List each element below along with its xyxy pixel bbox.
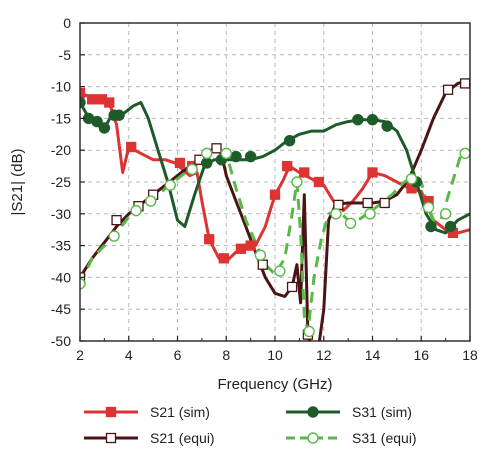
x-tick-label: 10 (267, 347, 283, 363)
s21-sim-point (126, 141, 137, 153)
s21-sim-point (80, 87, 86, 99)
legend: S21 (sim) S31 (sim) S21 (equi) S31 (equi) (84, 404, 417, 446)
s31-equi-point (459, 147, 470, 160)
x-tick-label: 2 (76, 347, 84, 363)
legend-item-s31-equi: S31 (equi) (286, 430, 417, 446)
s31-equi-point (405, 173, 418, 185)
s31-sim-point (201, 157, 213, 169)
axis-ticks: 2 4 6 8 10 12 14 16 18 0 -5 -10 -15 -20 -25 -30 -35 -40 -4… (51, 15, 478, 363)
s31-sim-point (444, 220, 457, 233)
y-tick-label: -50 (51, 333, 71, 349)
s21-equi-point (442, 84, 454, 95)
s21-sim-point (174, 157, 186, 169)
s31-sim-point (366, 113, 379, 126)
s21-sim-point (282, 160, 293, 172)
s21-sim-point (269, 189, 281, 200)
s21-equi-point (257, 259, 268, 270)
s31-sim-point (381, 120, 393, 132)
s31-equi-point (274, 265, 286, 277)
s21-equi-point (286, 281, 298, 293)
x-tick-label: 4 (125, 347, 133, 363)
y-tick-label: -5 (59, 47, 72, 63)
s21-equi-point (362, 197, 373, 209)
s21-sim-point (204, 234, 215, 245)
s21-sim-point (299, 167, 310, 178)
s31-equi-line (80, 148, 467, 333)
x-tick-label: 8 (222, 347, 230, 363)
y-tick-label: -15 (51, 110, 71, 126)
legend-label: S31 (equi) (352, 430, 417, 446)
s31-sim-point (425, 220, 437, 233)
s31-sim-point (352, 113, 364, 126)
legend-item-s21-equi: S21 (equi) (84, 430, 215, 446)
s31-sim-point (230, 150, 242, 163)
y-tick-label: -45 (51, 301, 71, 317)
legend-label: S21 (equi) (150, 430, 215, 446)
s31-equi-point (164, 179, 176, 191)
y-tick-label: -20 (51, 142, 71, 158)
s31-sim-point (244, 150, 257, 163)
s31-sim-point (113, 109, 125, 121)
y-tick-label: -10 (51, 79, 71, 95)
s31-equi-point (303, 325, 315, 338)
s31-equi-point (344, 217, 357, 230)
s31-equi-point (291, 176, 303, 188)
y-tick-label: 0 (63, 15, 71, 31)
s31-equi-point (201, 147, 213, 160)
s21-equi-point (459, 78, 470, 89)
s31-sim-point (80, 96, 86, 109)
s31-equi-point (144, 195, 157, 207)
s31-equi-point (330, 208, 342, 220)
s31-sim-point (91, 115, 103, 128)
s21-equi-point (379, 197, 390, 209)
s21-sim-point (245, 240, 256, 251)
legend-label: S31 (sim) (352, 404, 412, 420)
s31-sim-point (283, 134, 296, 147)
x-tick-label: 12 (316, 347, 332, 363)
x-tick-label: 16 (413, 347, 429, 363)
x-tick-label: 6 (174, 347, 182, 363)
plot-series (80, 78, 470, 341)
legend-label: S21 (sim) (150, 404, 210, 420)
s31-equi-point (186, 163, 198, 175)
x-tick-label: 14 (365, 347, 381, 363)
y-tick-label: -35 (51, 238, 71, 254)
s21-sim-point (104, 97, 115, 108)
s21-equi-point (333, 199, 344, 211)
s21-sim-point (313, 176, 325, 188)
s31-sim-point (98, 122, 111, 134)
y-axis-label: |S21| (dB) (9, 149, 26, 216)
y-tick-label: -30 (51, 206, 71, 222)
s31-equi-point (80, 278, 86, 290)
s21-equi-point (111, 215, 122, 226)
x-axis-label: Frequency (GHz) (217, 376, 332, 393)
legend-item-s31-sim: S31 (sim) (286, 404, 412, 420)
s31-equi-legend-marker (307, 432, 319, 444)
legend-item-s21-sim: S21 (sim) (84, 404, 210, 420)
s31-equi-point (439, 208, 452, 220)
s31-sim-line (80, 101, 470, 235)
y-tick-label: -40 (51, 269, 71, 285)
s21-equi-legend-marker (105, 432, 117, 444)
s31-equi-point (364, 208, 376, 220)
s31-equi-point (422, 201, 435, 214)
s21-sim-point (218, 253, 229, 264)
s21-sim-point (235, 243, 247, 254)
y-tick-label: -25 (51, 174, 71, 190)
s31-equi-point (254, 249, 267, 261)
x-tick-label: 18 (462, 347, 478, 363)
s21-sim-legend-marker (105, 406, 117, 418)
s31-equi-point (130, 204, 142, 217)
s31-equi-point (108, 230, 120, 242)
s21-sim-point (367, 167, 378, 178)
s31-equi-point (220, 147, 232, 160)
s31-sim-legend-marker (307, 406, 319, 418)
s21-sim-point (87, 94, 98, 105)
s21-equi-point (211, 143, 222, 154)
